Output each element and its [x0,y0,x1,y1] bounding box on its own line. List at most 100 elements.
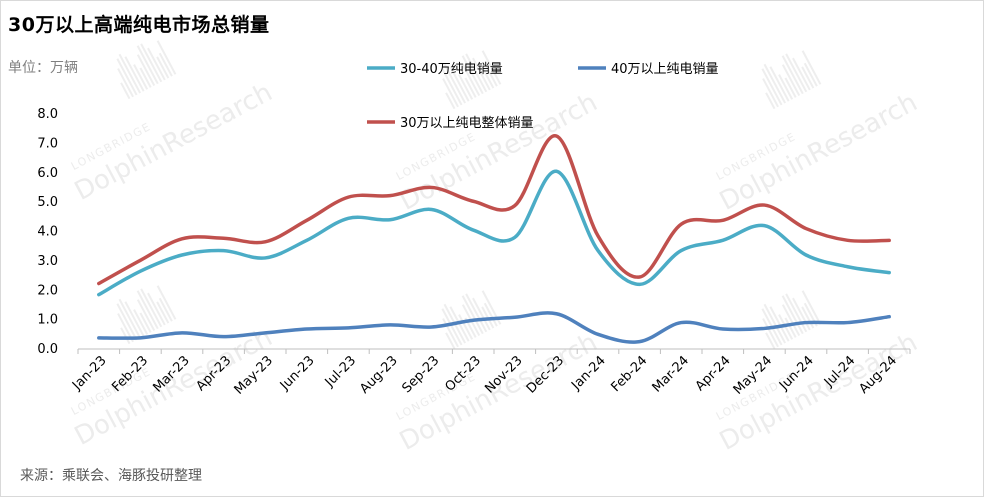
watermark-bar [136,45,159,85]
watermark-bar [140,288,163,328]
watermark-bar [792,57,811,91]
watermark-bar [483,302,498,327]
watermark-bar [472,57,491,91]
x-tick-label: Jun-23 [277,353,318,394]
watermark-bar [801,66,815,89]
watermark-bar [120,327,131,345]
watermark-bar [781,64,801,97]
watermark-bar [156,56,170,79]
watermark-bar [763,303,787,344]
watermark-bar [117,68,134,98]
watermark-bar [464,77,477,98]
watermark-bar [765,92,776,110]
y-tick-label: 6.0 [37,166,58,181]
chart-series-layer [97,134,891,344]
watermark-bar [465,53,488,93]
watermark-bar [443,63,467,104]
watermark-bar [441,308,463,346]
y-tick-label: 3.0 [37,254,58,269]
x-tick-label: Aug-23 [357,353,401,397]
watermark-bar [481,50,502,85]
series-total-line [97,134,891,286]
watermark-bar [784,77,797,98]
watermark-name: DolphinResearch [395,87,603,216]
watermark-bar [445,332,456,350]
watermark-bar [461,64,481,97]
y-tick-label: 5.0 [37,195,58,210]
watermark-bar [118,298,142,339]
watermark-bar [481,290,502,325]
chart-title: 30万以上高端纯电市场总销量 [8,14,270,36]
watermark-bar [140,43,163,83]
watermark-bar [449,66,470,102]
watermark-bar [139,67,152,88]
watermark-bar [765,332,776,350]
watermark-bar [801,50,822,85]
y-tick-label: 4.0 [37,225,58,240]
watermark-bar [465,293,488,333]
watermark-bar [147,47,166,81]
watermark-bar [133,64,149,90]
series-40-plus-line [97,311,891,344]
watermark-bar [769,66,790,102]
watermark-bar [116,58,138,96]
watermark-name: DolphinResearch [395,327,603,456]
y-tick-label: 0.0 [37,342,58,357]
watermark-bar [801,290,822,325]
watermark-bar [778,74,794,100]
watermark-bar [481,66,495,89]
unit-label: 单位：万辆 [8,60,78,76]
watermark-bar [117,313,134,343]
x-tick-label: Mar-24 [650,353,692,395]
watermark-bar [461,55,484,95]
watermark-bar [158,52,173,77]
watermark-bar [139,312,152,333]
watermark-bar [136,54,156,87]
watermark-name: DolphinResearch [70,77,278,206]
watermark-bar [472,297,491,331]
watermark-bar [761,68,783,106]
watermark-bar [461,295,484,335]
watermark-bar [781,295,804,335]
watermark-bar [769,306,790,342]
watermark-bar [445,92,456,110]
watermark-bar [483,62,498,87]
x-tick-label: Feb-24 [609,353,651,395]
chart-legend: 30-40万纯电销量 40万以上纯电销量 30万以上纯电整体销量 [367,62,719,131]
watermark-bar [442,78,459,108]
y-tick-label: 1.0 [37,313,58,328]
watermark-bar [136,299,156,332]
watermark-bar [116,303,138,341]
legend-label: 30万以上纯电整体销量 [400,116,534,131]
y-tick-label: 2.0 [37,283,58,298]
watermark-bar [784,317,797,338]
watermark-bar [785,53,808,93]
y-tick-label: 7.0 [37,136,58,151]
watermark-bar [118,53,142,94]
watermark-bar [762,78,779,108]
watermark-bar [458,74,474,100]
legend-label: 40万以上纯电销量 [611,62,719,77]
watermark-bar [120,82,131,100]
series-30-40-line [97,169,891,297]
watermark-name: DolphinResearch [715,87,923,216]
watermark-bar [133,309,149,335]
watermark-bar [781,304,801,337]
watermark-bar [147,292,166,326]
source-note: 来源：乘联会、海豚投研整理 [20,468,202,484]
x-tick-label: Apr-24 [693,353,734,394]
watermark-bar [124,56,145,92]
watermark-bar [441,68,463,106]
watermark-bar [156,285,177,320]
watermark-bar [763,63,787,104]
y-tick-label: 8.0 [37,107,58,122]
watermark-bar [158,297,173,322]
watermark-bar [156,301,170,324]
